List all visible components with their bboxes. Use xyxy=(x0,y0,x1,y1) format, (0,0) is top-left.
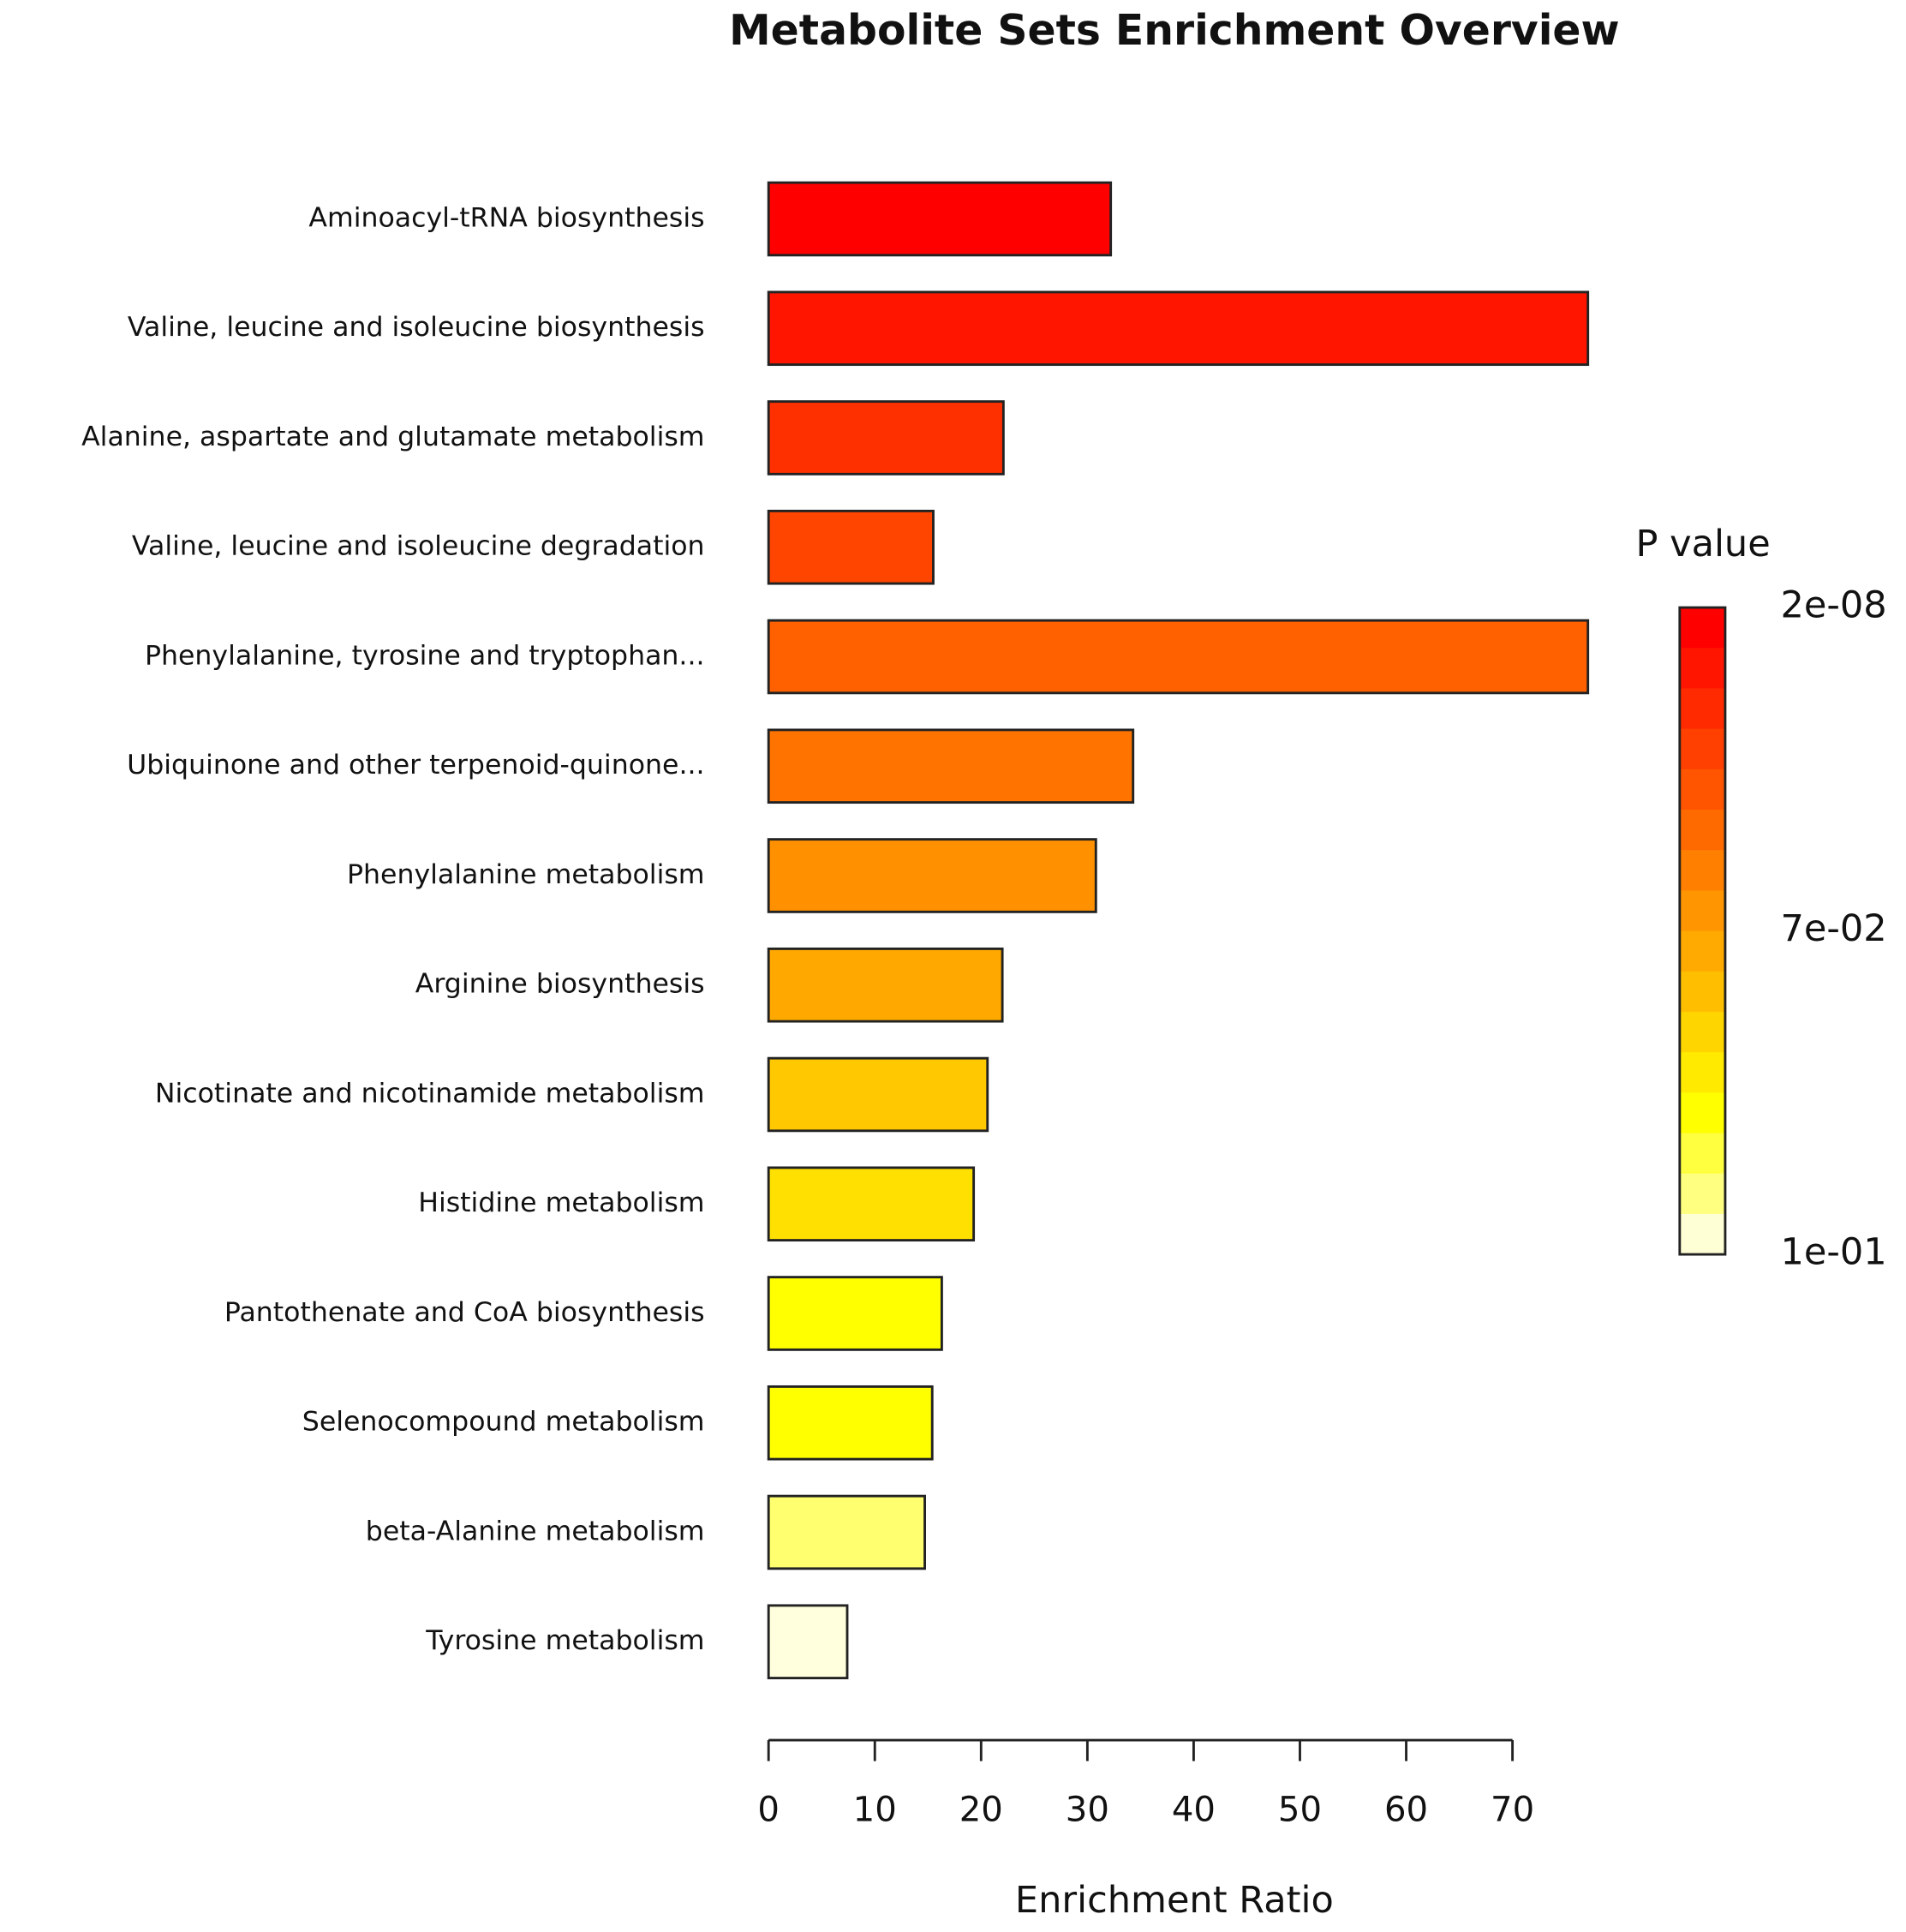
legend-swatch xyxy=(1679,728,1725,770)
y-tick-label: Valine, leucine and isoleucine biosynthe… xyxy=(128,312,705,343)
y-tick-label: Alanine, aspartate and glutamate metabol… xyxy=(81,422,704,452)
bar xyxy=(767,619,1590,695)
y-tick-label: Nicotinate and nicotinamide metabolism xyxy=(155,1078,705,1109)
bar xyxy=(767,290,1590,367)
bar xyxy=(767,400,1005,476)
bar xyxy=(767,1494,926,1570)
y-tick-label: Tyrosine metabolism xyxy=(425,1625,704,1656)
y-tick-label: Selenocompound metabolism xyxy=(302,1407,705,1438)
y-tick-label: Arginine biosynthesis xyxy=(415,969,705,1000)
x-tick-label: 40 xyxy=(1172,1790,1216,1829)
bar xyxy=(767,509,935,585)
bar xyxy=(767,1604,849,1680)
y-tick-label: Valine, leucine and isoleucine degradati… xyxy=(132,531,705,562)
chart-title: Metabolite Sets Enrichment Overview xyxy=(729,6,1620,55)
legend-swatch xyxy=(1679,769,1725,810)
legend-swatch xyxy=(1679,688,1725,730)
legend-title: P value xyxy=(1635,523,1770,565)
x-tick-label: 70 xyxy=(1491,1790,1534,1829)
legend-label: 1e-01 xyxy=(1781,1231,1887,1274)
legend-swatch xyxy=(1679,850,1725,892)
y-tick-label: Pantothenate and CoA biosynthesis xyxy=(224,1297,705,1328)
bar xyxy=(767,1385,934,1461)
y-tick-label: Phenylalanine, tyrosine and tryptophan..… xyxy=(145,640,705,671)
legend-swatch xyxy=(1679,607,1725,649)
legend-swatch xyxy=(1679,1052,1725,1094)
bar xyxy=(767,728,1135,805)
x-axis-label: Enrichment Ratio xyxy=(1015,1879,1334,1922)
legend-swatch xyxy=(1679,1173,1725,1215)
bar xyxy=(767,838,1097,913)
x-tick-label: 30 xyxy=(1066,1790,1109,1829)
legend-swatch xyxy=(1679,930,1725,972)
bar xyxy=(767,1056,989,1133)
x-tick-label: 0 xyxy=(757,1790,780,1829)
x-tick-label: 50 xyxy=(1278,1790,1322,1829)
y-tick-label: Ubiquinone and other terpenoid-quinone..… xyxy=(127,750,704,781)
x-tick-label: 10 xyxy=(853,1790,897,1829)
legend-label: 7e-02 xyxy=(1781,907,1887,950)
y-tick-label: Aminoacyl-tRNA biosynthesis xyxy=(308,202,704,233)
legend-label: 2e-08 xyxy=(1781,584,1887,627)
legend-swatch xyxy=(1679,1133,1725,1175)
legend-swatch xyxy=(1679,648,1725,690)
legend-swatch xyxy=(1679,810,1725,851)
legend-swatch xyxy=(1679,971,1725,1013)
legend-swatch xyxy=(1679,1011,1725,1053)
x-tick-label: 20 xyxy=(959,1790,1003,1829)
legend-swatch xyxy=(1679,890,1725,932)
y-tick-label: Histidine metabolism xyxy=(418,1187,704,1218)
legend-swatch xyxy=(1679,1213,1725,1255)
bar xyxy=(767,1166,976,1242)
legend-swatch xyxy=(1679,1092,1725,1134)
bar xyxy=(767,947,1004,1023)
bar xyxy=(767,181,1113,257)
x-tick-label: 60 xyxy=(1384,1790,1428,1829)
legend-frame xyxy=(1678,606,1727,1256)
bar xyxy=(767,1276,943,1351)
y-tick-label: beta-Alanine metabolism xyxy=(366,1516,705,1546)
y-tick-label: Phenylalanine metabolism xyxy=(347,859,705,890)
